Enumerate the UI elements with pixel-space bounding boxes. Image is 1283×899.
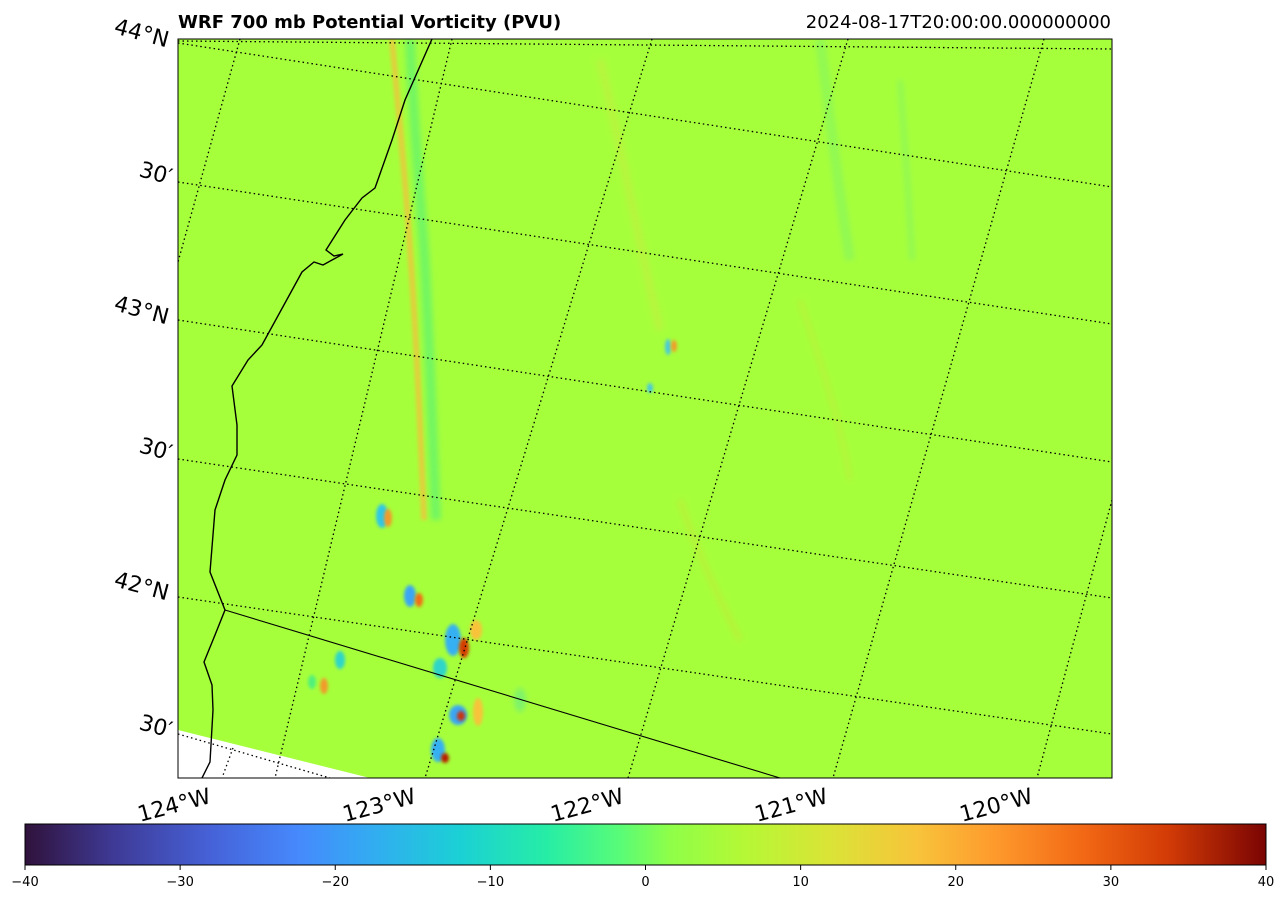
colorbar-tick-label: 10	[792, 875, 809, 890]
pv-field-background	[178, 39, 1112, 778]
valid-time: 2024-08-17T20:00:00.000000000	[805, 12, 1111, 33]
lat-label: 42°N	[111, 568, 171, 607]
graticule	[178, 39, 1112, 778]
colorbar-tick-label: 0	[641, 875, 649, 890]
lat-label: 43°N	[111, 292, 171, 331]
colorbar-ticks: −40 −30 −20 −10 0 10 20 30 40	[11, 865, 1274, 890]
colorbar-tick-label: −20	[322, 875, 349, 890]
colorbar-tick-label: −10	[477, 875, 504, 890]
lon-labels: 124°W 123°W 122°W 121°W 120°W	[135, 784, 1036, 828]
colorbar-tick-label: −40	[11, 875, 38, 890]
coastline	[201, 39, 433, 778]
lat-label: 30′	[136, 711, 174, 744]
colorbar-tick-label: 20	[947, 875, 964, 890]
colorbar-ramp	[24, 823, 1267, 866]
lon-label: 121°W	[752, 784, 831, 828]
lon-label: 122°W	[548, 784, 627, 828]
colorbar-tick-label: 40	[1258, 875, 1275, 890]
lat-labels: 44°N 30′ 43°N 30′ 42°N 30′	[111, 15, 174, 744]
colorbar-tick-label: −30	[166, 875, 193, 890]
map-panel	[178, 39, 1112, 778]
lat-label: 30′	[136, 434, 174, 467]
lat-label: 44°N	[111, 15, 171, 54]
colorbar: −40 −30 −20 −10 0 10 20 30 40	[11, 823, 1274, 890]
lat-label: 30′	[136, 158, 174, 191]
lon-label: 124°W	[135, 784, 214, 828]
map-title: WRF 700 mb Potential Vorticity (PVU)	[178, 12, 562, 33]
state-border	[224, 609, 781, 778]
colorbar-tick-label: 30	[1103, 875, 1120, 890]
lon-label: 120°W	[957, 784, 1036, 828]
map-frame	[177, 38, 1113, 779]
lon-label: 123°W	[340, 784, 419, 828]
pv-anomalies	[308, 39, 915, 763]
